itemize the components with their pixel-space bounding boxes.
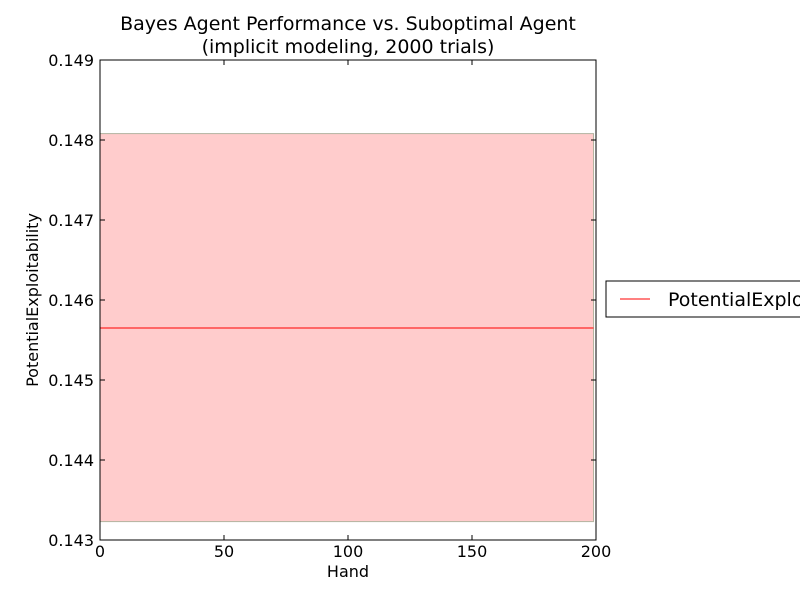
y-tick-label: 0.147: [48, 211, 94, 230]
chart-subtitle: (implicit modeling, 2000 trials): [202, 36, 495, 58]
y-tick-label: 0.145: [48, 371, 94, 390]
x-tick-label: 100: [333, 542, 364, 561]
legend: PotentialExploitability: [605, 280, 800, 318]
y-tick-label: 0.149: [48, 51, 94, 70]
x-axis-label: Hand: [327, 562, 369, 581]
y-tick-label: 0.143: [48, 531, 94, 550]
x-tick-label: 50: [214, 542, 234, 561]
legend-label: PotentialExploitability: [668, 289, 800, 311]
chart-title: Bayes Agent Performance vs. Suboptimal A…: [120, 13, 576, 35]
axis-ticks: 0 50 100 150 200 0.143 0.144 0.145 0.146 0.147 0.1…: [48, 51, 611, 561]
y-axis-label: PotentialExploitability: [23, 213, 42, 387]
y-tick-label: 0.148: [48, 131, 94, 150]
x-tick-label: 150: [457, 542, 488, 561]
x-tick-label: 200: [581, 542, 612, 561]
y-tick-label: 0.146: [48, 291, 94, 310]
plot-area: [99, 133, 595, 523]
y-tick-label: 0.144: [48, 451, 94, 470]
x-tick-label: 0: [95, 542, 105, 561]
